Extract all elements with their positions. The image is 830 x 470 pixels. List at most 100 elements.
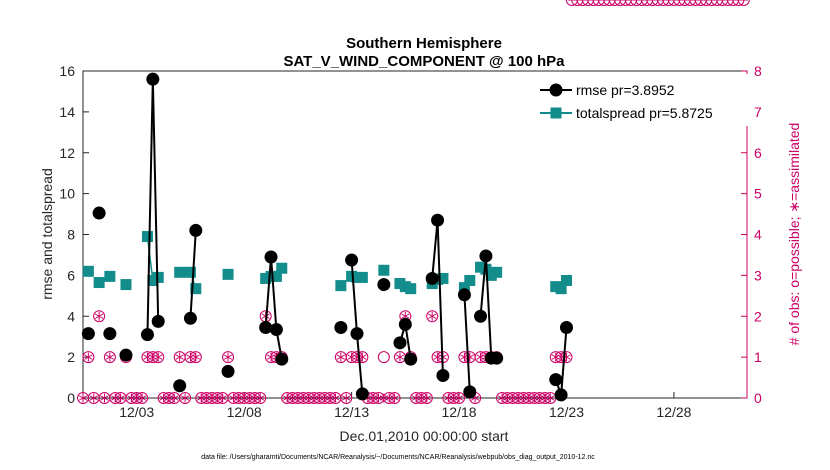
obs-assimilated-marker [105,352,115,362]
totalspread-point [222,268,234,280]
obs-possible-marker [657,0,670,6]
y-tick-label: 2 [67,349,75,365]
obs-assimilated-marker [191,352,200,362]
obs-assimilated-stroke [78,395,88,401]
obs-possible-marker [737,0,750,6]
obs-assimilated-marker [78,393,88,403]
obs-possible-marker [571,0,584,6]
rmse-point [559,320,573,334]
obs-possible-marker [592,0,605,6]
totalspread-point [270,270,282,282]
obs-possible-marker [587,0,600,6]
rmse-point [554,388,568,402]
obs-possible-marker [641,0,654,6]
obs-possible-marker [453,392,466,404]
x-tick-label: 12/18 [442,404,477,420]
obs-possible-marker [603,0,616,6]
obs-possible-marker [732,0,745,6]
rmse-segment [189,230,197,319]
rmse-segment [270,256,278,330]
rmse-segment [479,255,487,317]
x-tick-label: 12/23 [549,404,584,420]
totalspread-point [378,264,390,276]
rmse-segment [146,79,154,335]
obs-possible-marker [179,392,192,404]
rmse-point [377,278,391,292]
y2-tick-label: 0 [754,390,762,406]
rmse-point [189,223,203,237]
obs-possible-marker [152,351,165,364]
y2-tick-label: 5 [754,186,762,202]
data-marks [77,0,750,404]
rmse-point [463,385,477,399]
y2-tick-label: 7 [754,104,762,120]
obs-possible-marker [608,0,621,6]
obs-possible-marker [716,0,729,6]
legend-spread-label: totalspread pr=5.8725 [576,105,713,121]
obs-possible-marker [254,392,267,404]
obs-assimilated-marker [218,393,227,403]
obs-possible-marker [651,0,664,6]
obs-possible-marker [103,351,116,364]
obs-assimilated-stroke [471,395,480,401]
obs-assimilated-marker [336,352,346,362]
y-tick-label: 6 [67,267,75,283]
rmse-point [81,327,95,341]
totalspread-segment [146,236,154,281]
y-tick-label: 4 [67,308,75,324]
rmse-point [221,364,235,378]
legend-rmse-marker [549,83,563,97]
obs-assimilated-marker [342,393,351,403]
obs-assimilated-stroke [546,395,555,401]
y-tick-label: 8 [67,227,75,243]
obs-assimilated-marker [137,393,147,403]
y-axis-label: rmse and totalspread [39,168,55,300]
obs-possible-marker [377,351,390,364]
obs-possible-marker [684,0,697,6]
rmse-segment [484,255,493,359]
y-tick-label: 12 [59,145,75,161]
rmse-point [119,348,133,362]
y2-axis-label: # of obs: o=possible; ∗=assimilated [786,123,802,346]
obs-possible-marker [662,0,675,6]
obs-possible-marker [630,0,643,6]
obs-assimilated-stroke [256,395,265,401]
totalspread-point [405,283,417,295]
obs-assimilated-marker [390,393,399,403]
rmse-point [355,387,369,401]
obs-assimilated-marker [454,393,464,403]
obs-possible-marker [189,351,202,364]
obs-assimilated-marker [256,393,265,403]
obs-possible-marker [700,0,713,6]
x-tick-label: 12/28 [656,404,691,420]
obs-possible-marker [673,0,686,6]
rmse-segment [350,259,358,334]
totalspread-point [491,266,503,278]
obs-assimilated-marker [89,393,98,403]
obs-assimilated-marker [100,393,109,403]
obs-assimilated-marker [395,352,405,362]
rmse-point [436,369,450,383]
x-tick-label: 12/08 [227,404,262,420]
obs-assimilated-stroke [336,354,346,360]
obs-assimilated-stroke [105,354,115,360]
obs-assimilated-stroke [180,395,190,401]
totalspread-point [120,279,132,291]
totalspread-point [190,283,202,295]
totalspread-point [555,283,567,295]
rmse-point [183,311,197,325]
obs-assimilated-marker [84,352,93,362]
obs-assimilated-marker [180,393,190,403]
obs-assimilated-stroke [342,395,351,401]
obs-assimilated-stroke [94,313,104,319]
obs-possible-marker [426,310,439,323]
y2-tick-label: 6 [754,145,762,161]
obs-possible-marker [136,392,149,404]
chart-title: Southern Hemisphere [346,35,502,52]
obs-assimilated-marker [170,393,179,403]
totalspread-point [141,231,153,243]
obs-possible-marker [565,0,578,6]
obs-assimilated-stroke [223,354,233,360]
